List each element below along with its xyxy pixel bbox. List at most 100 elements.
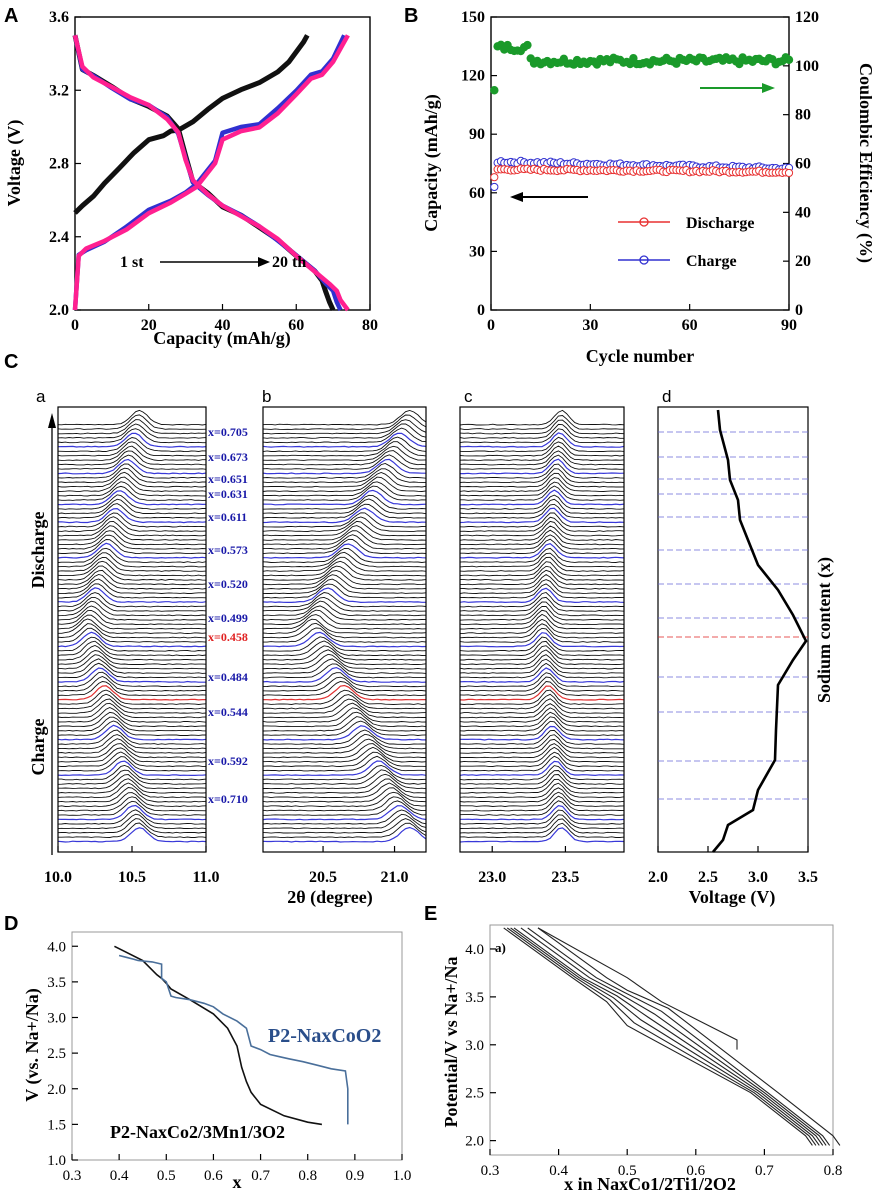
xrd-trace [459,649,625,665]
x-tick-label: 0.6 [686,1163,705,1179]
xrd-trace [262,445,427,461]
y-tick-label: 2.5 [465,1086,484,1102]
x-tick-label: 11.0 [192,869,219,886]
xrd-trace [57,450,207,466]
xrd-trace [459,791,625,807]
x-tick-label: 2.0 [648,869,668,886]
x-tick-label: 0.9 [345,1168,364,1184]
xrd-trace [459,552,625,568]
x-tick-label: 0 [71,317,79,334]
xrd-trace [459,613,625,630]
xrd-trace [262,547,427,563]
xrd-trace [262,503,426,519]
y-tick-label: 30 [469,243,485,260]
xrd-trace [263,485,427,501]
xrd-trace [57,640,207,657]
xrd-trace [459,729,625,745]
xrd-trace [459,596,625,612]
xrd-trace [459,569,625,586]
xrd-trace [57,662,207,679]
xrd-trace [57,804,207,821]
xrd-trace [459,415,624,430]
xrd-trace [262,538,427,555]
xrd-trace [57,747,207,763]
panel-label-c: C [4,351,18,373]
xrd-trace [459,561,625,577]
xrd-trace [57,792,207,807]
panel-label-a: A [4,5,18,27]
xrd-trace [57,729,207,745]
xrd-trace [57,769,207,785]
axis-ticks-e: 0.3 0.4 0.5 0.6 0.7 0.8 2.0 2.5 3.0 3.5 4.0 [465,942,842,1179]
y-axis-label-e: Potential/V vs Na+/Na [441,957,461,1128]
x-tick-label: 2.5 [698,869,718,886]
xrd-trace [460,645,625,661]
xrd-trace [262,751,427,767]
xrd-trace [57,432,207,448]
xrd-trace [459,765,625,781]
xrd-trace [263,800,427,816]
xrd-trace [57,685,206,701]
xrd-trace [58,645,207,661]
xrd-trace [459,827,625,843]
y-tick-label: 3.5 [465,990,484,1006]
xrd-trace [57,565,207,581]
xrd-trace [262,494,427,510]
sodium-label: x=0.705 [208,425,248,439]
series-group-b [490,40,794,192]
xrd-trace [262,826,427,843]
xrd-trace [57,437,207,453]
xrd-trace [459,822,625,838]
xrd-trace [262,738,427,754]
xrd-trace [262,809,427,825]
sodium-label: x=0.611 [208,510,247,524]
xrd-trace [262,498,427,515]
x-tick-label: 0 [487,317,495,334]
xrd-trace [262,773,427,790]
curve-black [114,945,323,1126]
potential-curve [537,927,841,1146]
xrd-trace [459,623,625,639]
xrd-trace [57,650,207,665]
xrd-trace [262,666,427,683]
xrd-trace [262,600,426,617]
x-axis-label-d: x [233,1172,242,1192]
xrd-trace [459,676,625,692]
xrd-trace [459,423,624,439]
legend-marker-discharge [639,217,649,227]
xrd-trace [262,520,427,537]
xrd-trace [262,570,427,586]
xrd-trace [262,818,427,834]
y-tick-label: 0 [477,302,485,319]
xrd-trace [460,774,625,790]
y-tick-label: 120 [461,68,485,85]
point-efficiency [735,59,744,69]
y-tick-label: 150 [461,9,485,26]
x-axis-label-2theta: 2θ (degree) [287,887,373,908]
voltage-curve [712,409,808,853]
y-tick-label: 4.0 [47,939,66,955]
xrd-trace [262,672,427,688]
xrd-trace [459,760,625,777]
potential-curve [510,927,820,1146]
potential-curve [520,927,827,1146]
panel-c: C a b c d 10.0 10.5 11.0 20.5 21.0 23.0 23.5 2.… [4,351,835,908]
xrd-trace [459,428,625,444]
xrd-trace [459,725,625,741]
xrd-trace [262,805,427,821]
xrd-trace [262,698,427,714]
y-tick-label: 60 [469,185,485,202]
xrd-trace [262,551,426,568]
legend-b: Discharge Charge [618,215,754,270]
xrd-trace [57,539,207,555]
xrd-trace [262,436,427,453]
axis-ticks-d: 0.3 0.4 0.5 0.6 0.7 0.8 0.9 1.0 1.0 1.5 2.0 2.5 3.0 3… [47,939,411,1184]
xrd-trace [263,627,427,643]
xrd-trace [459,654,625,670]
xrd-trace [459,525,625,541]
xrd-trace [459,529,624,546]
xrd-trace [57,596,207,612]
xrd-trace [459,658,625,674]
xrd-trace [57,787,207,803]
